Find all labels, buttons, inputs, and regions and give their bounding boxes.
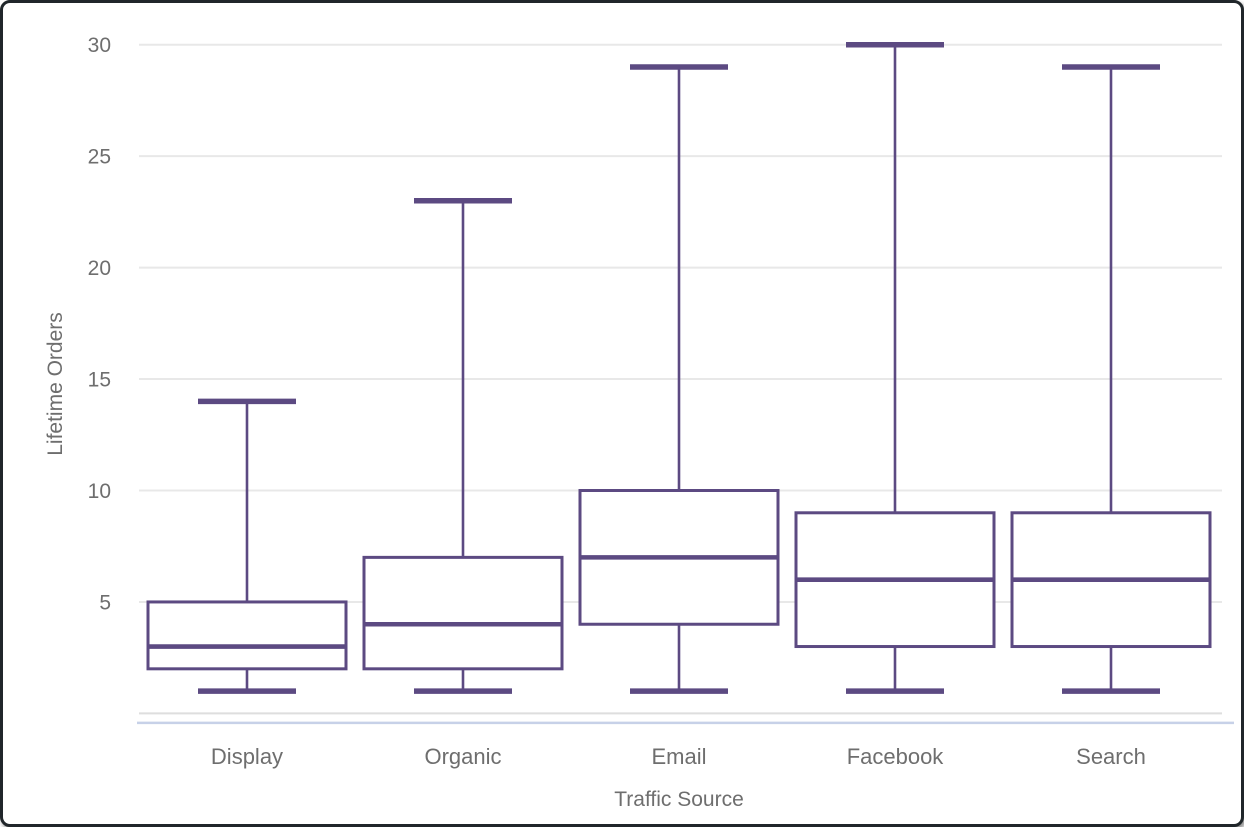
- x-category-label-search: Search: [1076, 744, 1146, 769]
- y-tick-label-25: 25: [88, 146, 111, 169]
- y-tick-label-15: 15: [88, 369, 111, 392]
- y-tick-label-10: 10: [88, 480, 111, 503]
- y-axis-title: Lifetime Orders: [44, 312, 67, 456]
- x-category-label-facebook: Facebook: [847, 744, 945, 769]
- y-tick-label-5: 5: [99, 591, 111, 614]
- y-tick-label-20: 20: [88, 257, 111, 280]
- x-category-label-email: Email: [651, 744, 706, 769]
- x-axis-title: Traffic Source: [614, 788, 744, 811]
- iqr-box-organic: [362, 555, 564, 671]
- y-tick-label-30: 30: [88, 34, 111, 57]
- boxplot-svg: 5 10 15 20 25 30 Display Organic Email Facebook Se…: [88, 34, 1234, 769]
- x-category-label-display: Display: [211, 744, 283, 769]
- x-category-label-organic: Organic: [424, 744, 501, 769]
- iqr-box-display: [146, 600, 348, 671]
